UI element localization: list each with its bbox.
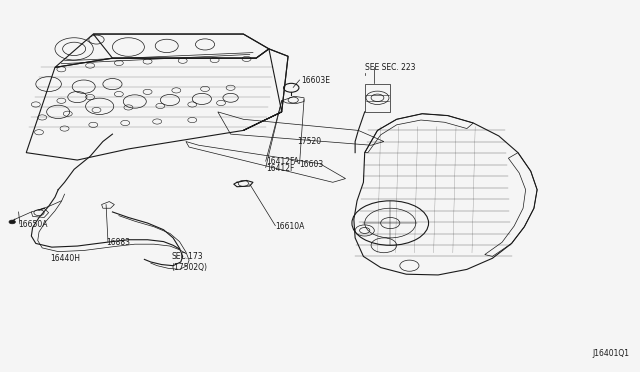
Text: 16440H: 16440H — [51, 254, 81, 263]
Circle shape — [9, 220, 15, 224]
Text: 16650A: 16650A — [19, 221, 48, 230]
Text: 16610A: 16610A — [275, 222, 305, 231]
Text: J16401Q1: J16401Q1 — [593, 349, 630, 358]
Text: 16603: 16603 — [300, 160, 324, 169]
Text: SEE SEC. 223: SEE SEC. 223 — [365, 63, 415, 72]
Text: SEC.173
(17502Q): SEC.173 (17502Q) — [172, 252, 208, 272]
Text: 16603E: 16603E — [301, 76, 330, 85]
Text: 16412F: 16412F — [266, 164, 294, 173]
Text: 16412FA: 16412FA — [266, 157, 299, 166]
Text: 16883: 16883 — [106, 238, 130, 247]
Text: 17520: 17520 — [298, 137, 322, 146]
